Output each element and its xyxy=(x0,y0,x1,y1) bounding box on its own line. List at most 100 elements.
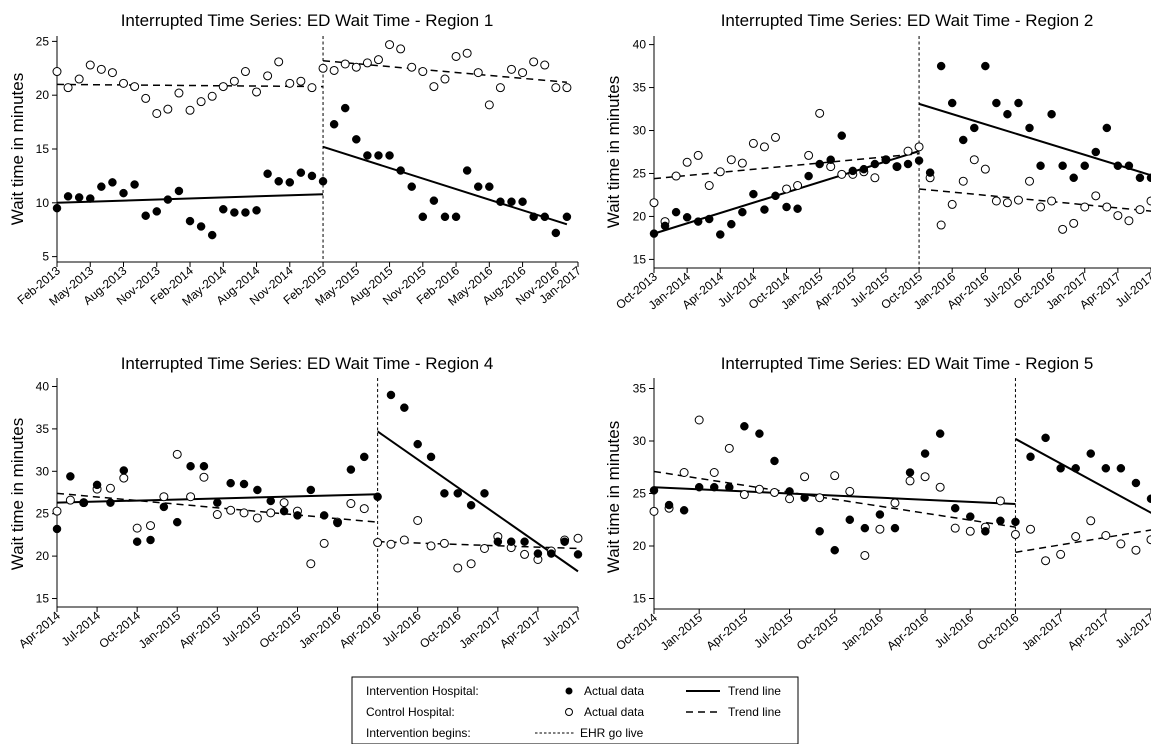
control-data-point xyxy=(573,533,583,543)
intervention-data-point xyxy=(400,403,409,412)
control-data-point xyxy=(518,68,528,78)
control-data-point xyxy=(462,48,472,58)
intervention-data-point xyxy=(533,549,543,558)
control-data-point xyxy=(119,78,129,88)
intervention-data-point xyxy=(1026,452,1035,461)
control-data-point xyxy=(385,40,395,50)
intervention-data-point xyxy=(920,449,930,458)
intervention-data-point xyxy=(146,535,155,545)
x-tick-label: Oct-2016 xyxy=(417,608,464,651)
control-data-point xyxy=(85,60,95,70)
y-tick-label: 20 xyxy=(633,539,647,553)
control-data-point xyxy=(1146,196,1151,206)
intervention-data-point xyxy=(992,98,1001,108)
control-data-point xyxy=(1010,529,1020,539)
control-data-point xyxy=(693,150,703,160)
intervention-data-point xyxy=(141,211,150,220)
control-data-point xyxy=(1091,191,1101,201)
intervention-data-point xyxy=(562,212,572,222)
control-data-point xyxy=(1102,202,1112,212)
control-data-point xyxy=(426,541,436,551)
intervention-data-point xyxy=(485,182,494,191)
control-data-point xyxy=(679,468,689,477)
control-data-point xyxy=(152,108,162,118)
x-tick-label: Jul-2017 xyxy=(1113,610,1151,651)
intervention-data-point xyxy=(1041,433,1050,443)
x-tick-label: Jul-2015 xyxy=(751,610,796,651)
intervention-data-point xyxy=(66,472,75,481)
control-trend-line xyxy=(56,83,324,88)
intervention-data-point xyxy=(845,515,855,524)
control-data-point xyxy=(875,524,885,534)
control-trend-line xyxy=(1015,529,1151,554)
legend-text-actual-intervention: Actual data xyxy=(584,684,644,698)
control-data-point xyxy=(495,83,505,93)
intervention-data-point xyxy=(905,468,915,477)
intervention-data-point xyxy=(1080,161,1089,170)
intervention-data-point xyxy=(903,159,913,169)
control-data-point xyxy=(199,472,209,482)
control-data-point xyxy=(359,504,369,514)
intervention-data-point xyxy=(352,135,361,144)
control-data-point xyxy=(451,51,461,61)
intervention-data-point xyxy=(239,479,249,489)
intervention-data-point xyxy=(771,191,780,201)
control-data-point xyxy=(726,155,736,165)
control-data-point xyxy=(1113,211,1123,221)
intervention-data-point xyxy=(1003,109,1012,119)
intervention-data-point xyxy=(518,197,527,206)
control-data-point xyxy=(479,543,489,553)
intervention-data-point xyxy=(253,485,262,495)
intervention-data-point xyxy=(466,500,476,510)
y-tick-label: 35 xyxy=(36,422,50,436)
x-tick-label: Apr-2015 xyxy=(176,608,223,651)
intervention-data-point xyxy=(740,422,749,431)
y-tick-label: 15 xyxy=(633,252,647,266)
intervention-data-point xyxy=(1036,161,1045,170)
x-tick-label: Jul-2016 xyxy=(932,610,977,651)
control-data-point xyxy=(440,74,450,84)
intervention-data-point xyxy=(196,222,206,231)
legend-label-intervention: Intervention Hospital: xyxy=(366,684,479,698)
intervention-data-point xyxy=(413,439,422,449)
control-trend-line xyxy=(653,152,920,180)
intervention-data-point xyxy=(981,61,990,71)
legend-marker-filled xyxy=(565,687,573,695)
control-data-point xyxy=(785,494,795,504)
intervention-data-point xyxy=(219,205,228,214)
legend-text-actual-control: Actual data xyxy=(584,705,644,719)
intervention-data-point xyxy=(950,503,960,513)
control-data-point xyxy=(163,104,173,114)
intervention-data-point xyxy=(274,177,283,186)
y-tick-label: 30 xyxy=(36,464,50,478)
control-data-point xyxy=(484,100,494,110)
intervention-data-point xyxy=(333,518,342,528)
control-data-point xyxy=(920,472,930,482)
control-data-point xyxy=(407,62,417,72)
control-trend-line xyxy=(653,470,1016,528)
control-data-point xyxy=(969,155,979,165)
control-data-point xyxy=(212,510,222,520)
intervention-data-point xyxy=(1071,464,1080,473)
control-data-point xyxy=(995,496,1005,506)
intervention-trend-line xyxy=(1014,438,1151,514)
intervention-data-point xyxy=(875,510,885,519)
x-tick-label: Oct-2015 xyxy=(257,608,304,651)
x-tick-label: Apr-2016 xyxy=(884,610,931,653)
intervention-data-point xyxy=(1025,123,1034,133)
intervention-data-point xyxy=(79,498,88,507)
control-data-point xyxy=(429,82,439,92)
intervention-data-point xyxy=(97,182,106,191)
control-data-point xyxy=(263,71,273,81)
control-data-point xyxy=(905,476,915,486)
intervention-data-point xyxy=(52,524,62,534)
control-data-point xyxy=(1013,195,1023,205)
x-tick-label: Jul-2017 xyxy=(540,608,585,649)
intervention-data-point xyxy=(1113,161,1123,170)
control-data-point xyxy=(196,97,206,107)
intervention-data-point xyxy=(285,178,295,187)
intervention-data-point xyxy=(426,452,436,462)
control-data-point xyxy=(562,83,572,93)
control-data-point xyxy=(252,87,262,97)
control-data-point xyxy=(240,67,250,77)
